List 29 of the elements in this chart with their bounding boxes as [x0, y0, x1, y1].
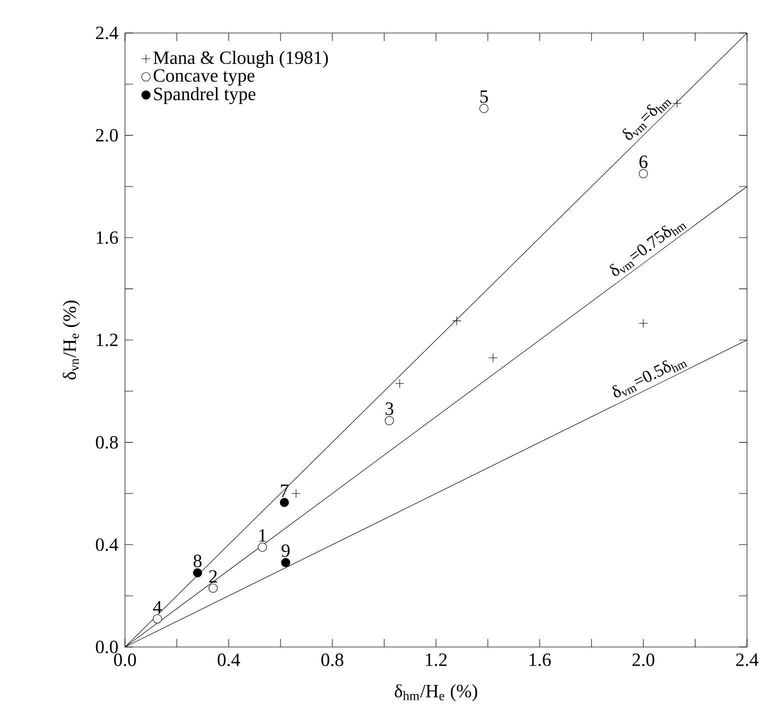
- y-tick-label: 2.0: [96, 128, 118, 142]
- annotation: 3: [386, 402, 394, 415]
- annotation: 2: [209, 570, 217, 583]
- x-tick-label: 0.4: [218, 653, 240, 666]
- x-tick-label: 1.2: [426, 653, 447, 666]
- y-tick-label: 1.6: [96, 231, 118, 244]
- x-tick-label: 2.0: [632, 653, 654, 666]
- annotation: 8: [194, 554, 202, 568]
- x-tick-label: 1.6: [530, 653, 551, 666]
- y-tick-label: 0.8: [96, 436, 118, 449]
- text: δ$_{vm}$=δ$_{hm}$: [622, 100, 672, 140]
- y-tick-label: 0.4: [96, 538, 118, 552]
- x-tick-label: 0.0: [114, 653, 136, 666]
- legend-label: Spandrel type: [154, 87, 256, 104]
- annotation: 5: [480, 90, 488, 103]
- x-axis-title: δ$_{hm}$/H$_{e}$ (%): [394, 684, 478, 702]
- y-tick-label: 0.0: [96, 640, 118, 654]
- text: δ$_{vm}$=0.5δ$_{hm}$: [612, 360, 688, 398]
- x-tick-label: 2.4: [736, 653, 758, 666]
- legend-label: Concave type: [154, 69, 254, 86]
- x-tick-label: 0.8: [321, 653, 344, 666]
- y-tick-label: 1.2: [96, 334, 118, 346]
- y-axis-title: δ$_{vn}$/H$_{e}$ (%): [62, 300, 80, 380]
- legend-label: Mana & Clough (1981): [153, 50, 328, 68]
- annotation: 4: [153, 600, 162, 614]
- annotation: 9: [282, 544, 290, 557]
- annotation: 1: [259, 529, 266, 542]
- y-tick-label: 2.4: [96, 26, 118, 40]
- annotation: 6: [639, 156, 648, 168]
